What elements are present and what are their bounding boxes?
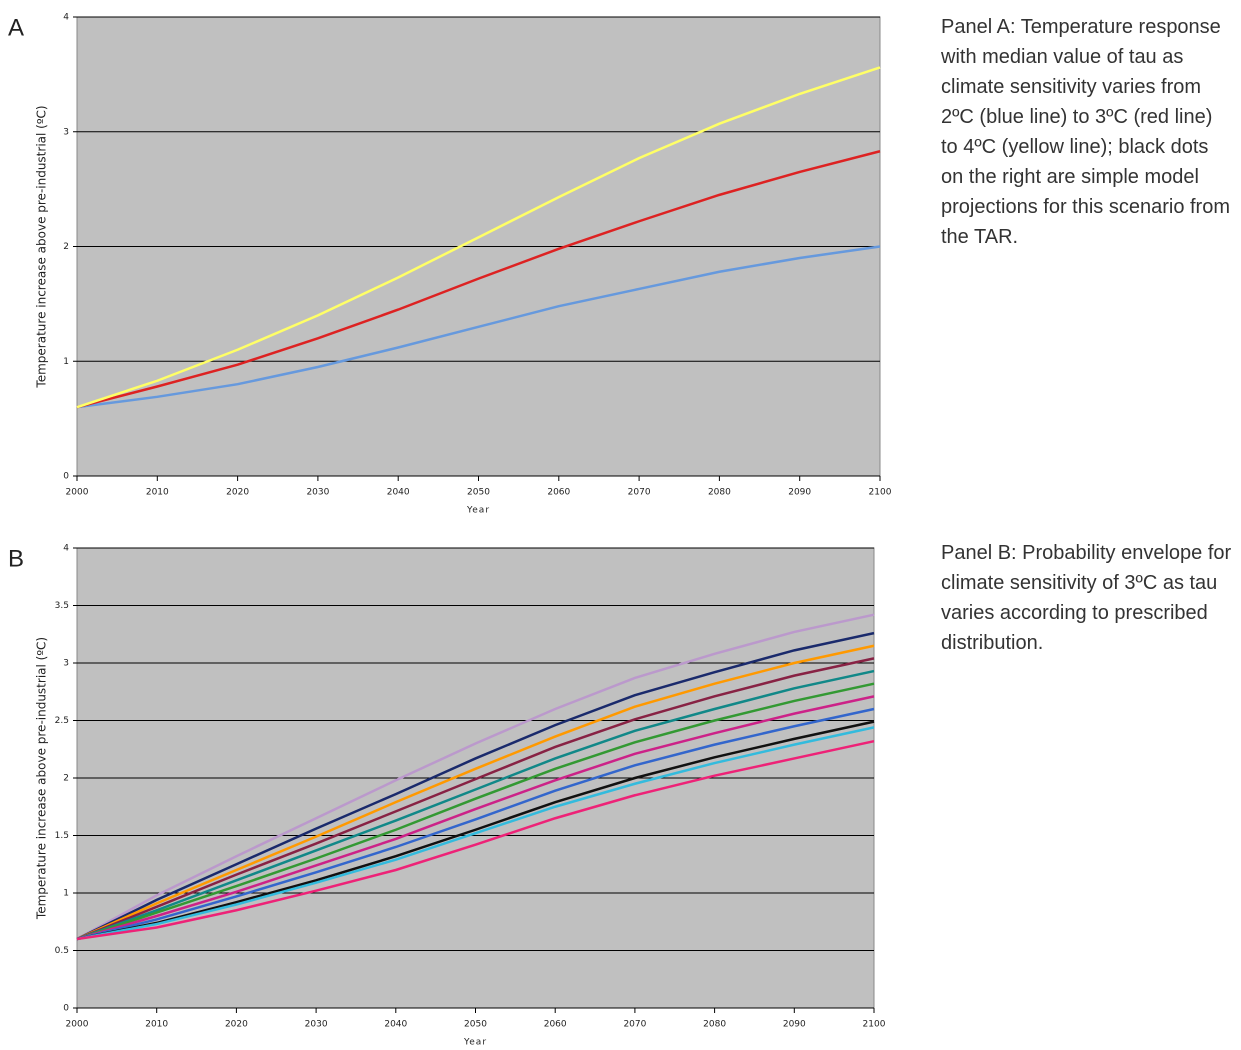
x-tick-label: 2060 [547,488,570,498]
y-tick-label: 3 [63,127,69,137]
series-line [76,150,881,409]
panel-label: B [8,545,24,572]
x-tick-label: 2050 [464,1020,487,1030]
x-tick-label: 2090 [783,1020,806,1030]
y-tick-label: 0 [63,1004,69,1014]
y-tick-label: 3 [63,659,69,669]
panel-label: A [8,14,24,41]
series-line [76,720,875,941]
y-axis-label: Temperature increase above pre-industria… [35,637,49,920]
x-tick-label: 2070 [628,488,651,498]
y-tick-label: 0.5 [55,946,69,956]
series-line [76,245,881,409]
x-tick-label: 2040 [387,488,410,498]
x-tick-label: 2080 [708,488,731,498]
series-line [76,644,875,941]
caption: Panel B: Probability envelope for climat… [941,542,1232,654]
x-tick-label: 2030 [306,488,329,498]
y-tick-label: 3.5 [55,601,69,611]
series-line [76,66,881,409]
x-tick-label: 2090 [788,488,811,498]
series-line [76,707,875,941]
y-axis-label: Temperature increase above pre-industria… [35,105,49,388]
y-tick-label: 1 [63,889,69,899]
x-tick-label: 2010 [146,488,169,498]
x-tick-label: 2060 [544,1020,567,1030]
x-tick-label: 2100 [863,1020,886,1030]
series-line [76,726,875,941]
x-tick-label: 2000 [66,1020,89,1030]
caption: Panel A: Temperature response with media… [941,16,1231,248]
series-line [76,631,875,941]
y-tick-label: 1 [63,357,69,367]
series-line [76,695,875,941]
y-tick-label: 2 [63,242,69,252]
y-tick-label: 2 [63,774,69,784]
y-tick-label: 1.5 [55,831,69,841]
x-tick-label: 2010 [145,1020,168,1030]
x-tick-label: 2000 [66,488,89,498]
y-tick-label: 4 [63,544,69,554]
x-tick-label: 2050 [467,488,490,498]
x-tick-label: 2100 [869,488,892,498]
x-tick-label: 2020 [225,1020,248,1030]
y-tick-label: 0 [63,472,69,482]
x-tick-label: 2020 [226,488,249,498]
x-tick-label: 2070 [623,1020,646,1030]
x-axis-label: Year [466,506,490,516]
series-line [76,739,875,941]
x-tick-label: 2030 [305,1020,328,1030]
y-tick-label: 4 [63,13,69,23]
y-tick-label: 2.5 [55,716,69,726]
x-tick-label: 2040 [384,1020,407,1030]
x-tick-label: 2080 [703,1020,726,1030]
series-line [76,669,875,941]
series-line [76,613,875,941]
series-line [76,682,875,941]
x-axis-label: Year [463,1038,487,1048]
series-line [76,657,875,941]
